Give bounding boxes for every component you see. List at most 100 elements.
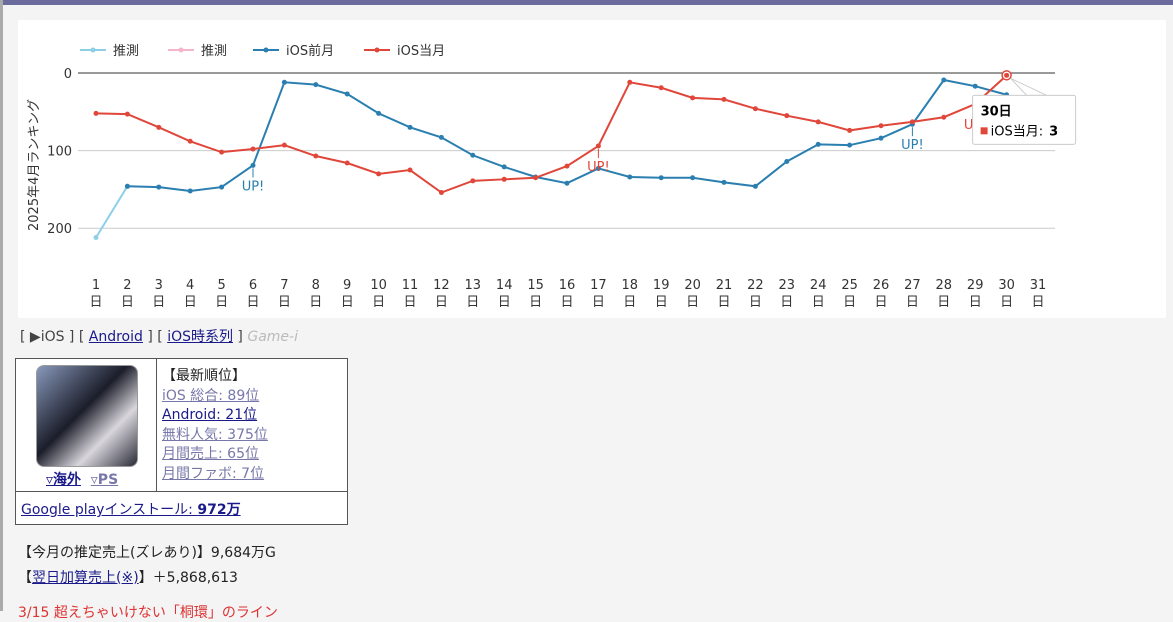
x-tick-part: 日 [969,295,982,310]
legend-dot [178,47,184,53]
x-tick-part: 29 [967,278,984,293]
legend-label: iOS当月 [397,44,445,59]
region-link[interactable]: ▿PS [90,472,119,488]
point [721,96,727,102]
point [690,175,696,181]
point [501,176,507,182]
x-tick-part: 日 [466,295,479,310]
point [376,171,382,177]
x-tick-label: 14 日 [496,278,513,310]
point [219,149,225,155]
x-tick-part: 日 [309,295,322,310]
x-tick-part: 日 [906,295,919,310]
point [376,110,382,116]
nav-link[interactable]: Android [88,329,143,345]
x-tick-part: 日 [560,295,573,310]
x-tick-label: 22 日 [747,278,764,310]
point [941,114,947,120]
point [407,124,413,130]
x-tick-label: 31 日 [1030,278,1047,310]
ranks: 【最新順位】 iOS 総合: 89位 Android: 21位 無料人気: 37… [162,367,268,484]
x-tick-part: 24 [810,278,827,293]
x-tick-label: 19 日 [653,278,670,310]
point [690,95,696,101]
nav-current: ▶iOS [29,329,65,345]
legend-label: 推測 [113,44,139,59]
x-tick-label: 25 日 [841,278,858,310]
rank-link[interactable]: iOS 総合: 89位 [162,387,260,404]
rank-link[interactable]: 月間売上: 65位 [162,446,259,462]
x-tick-label: 29 日 [967,278,984,310]
x-tick-part: 日 [623,295,636,310]
point [187,188,193,194]
x-tick-part: 1 [92,278,100,293]
legend-dot [374,47,380,53]
nav-link[interactable]: iOS時系列 [167,329,233,345]
install-link[interactable]: Google playインストール: 972万 [21,502,241,518]
top-bar [0,0,1173,5]
hover-dot [1004,72,1010,78]
point [564,163,570,169]
point [219,184,225,190]
rank-link[interactable]: 無料人気: 375位 [162,426,268,443]
x-tick-label: 30 日 [998,278,1015,310]
point [250,162,256,168]
point [124,111,130,117]
x-tick-part: 日 [717,295,730,310]
point [313,82,319,88]
legend-label: 推測 [201,44,227,59]
rank-link[interactable]: 月間ファボ: 7位 [162,465,265,482]
point [344,160,350,166]
point [784,113,790,119]
point [878,123,884,129]
install: Google playインストール: 972万 [21,499,241,519]
x-tick-part: 日 [372,295,385,310]
x-tick-label: 18 日 [622,278,639,310]
x-tick-part: 27 [904,278,921,293]
x-tick-label: 11 日 [402,278,419,310]
x-tick-part: 日 [780,295,793,310]
point [344,91,350,97]
sales-link[interactable]: 翌日加算売上(※) [32,570,139,586]
brand: Game-i [247,329,298,345]
x-tick-part: 19 [653,278,670,293]
x-tick-part: 31 [1030,278,1047,293]
divider [16,491,347,492]
x-tick-part: 日 [592,295,605,310]
point [533,175,539,181]
install-label: Google playインストール: [21,502,198,518]
annotation: UP! [901,138,924,153]
install-value: 972万 [197,502,241,518]
point [721,179,727,185]
x-tick-label: 28 日 [936,278,953,310]
x-tick-part: 日 [812,295,825,310]
x-tick-part: 12 [433,278,450,293]
x-tick-label: 13 日 [465,278,482,310]
x-tick-label: 26 日 [873,278,890,310]
x-tick-part: 日 [1000,295,1013,310]
region-link[interactable]: ▿海外 [46,472,82,488]
point [595,143,601,149]
y-tick-label: 0 [64,67,72,82]
point [627,174,633,180]
series-line [95,74,1008,194]
x-tick-part: 日 [843,295,856,310]
tooltip-title: 30日 [981,104,1012,119]
y-tick-label: 200 [47,222,72,237]
x-tick-part: 日 [121,295,134,310]
tooltip-label: iOS当月: [991,124,1043,139]
x-tick-part: 日 [874,295,887,310]
rank-link[interactable]: Android: 21位 [162,407,258,423]
x-tick-label: 23 日 [779,278,796,310]
point [815,119,821,125]
point [752,183,758,189]
point [93,110,99,116]
x-tick-part: 22 [747,278,764,293]
